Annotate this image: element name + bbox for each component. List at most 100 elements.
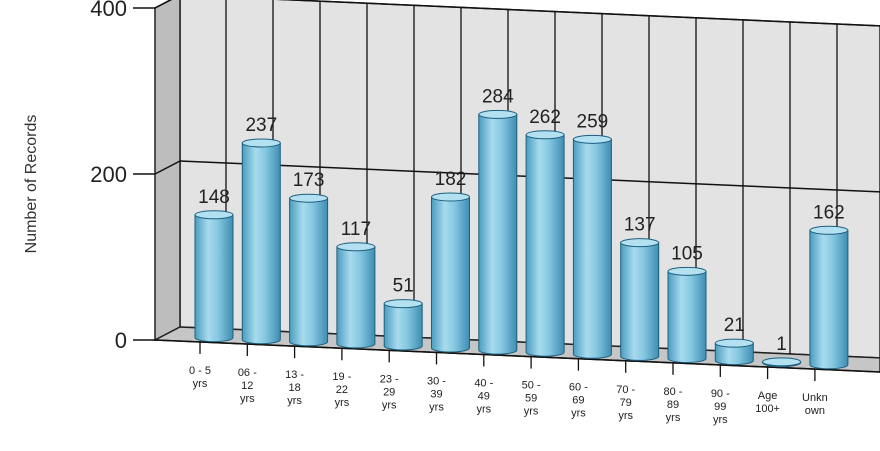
bar-6: [479, 110, 517, 354]
bar-top: [337, 243, 375, 251]
bar-body: [432, 197, 470, 352]
x-tick-label-line: 89: [667, 399, 679, 411]
data-label: 284: [482, 86, 514, 107]
bar-top: [290, 194, 328, 202]
side-wall: [155, 0, 180, 340]
x-tick-label: 30 -39 yrs: [427, 375, 446, 413]
bar-body: [195, 215, 233, 342]
bar-body: [337, 247, 375, 348]
bar-top: [242, 139, 280, 147]
x-tick-label-line: yrs: [618, 410, 633, 422]
bar-top: [715, 339, 753, 347]
x-tick-label-line: yrs: [476, 404, 491, 416]
data-label: 262: [529, 107, 561, 128]
x-tick-label-line: Age: [758, 390, 778, 402]
x-tick-label: 80 -89 yrs: [664, 386, 683, 424]
bar-4: [384, 300, 422, 350]
x-tick-label-line: 12: [241, 380, 253, 392]
bar-body: [384, 304, 422, 350]
bar-9: [621, 239, 659, 361]
x-tick-label: 13 -18 yrs: [285, 369, 304, 407]
bar-13: [810, 226, 848, 368]
bar-top: [573, 135, 611, 143]
bar-0: [195, 211, 233, 342]
x-tick-label: Age 100+: [755, 390, 780, 415]
data-label: 173: [293, 170, 325, 191]
bar-body: [621, 243, 659, 361]
x-tick-label-line: yrs: [666, 412, 681, 424]
x-tick-label-line: 49: [478, 391, 490, 403]
x-tick-label-line: 70 -: [616, 384, 635, 396]
bar-top: [668, 267, 706, 275]
bar-12: [763, 358, 801, 367]
bar-top: [526, 131, 564, 139]
x-tick-label: 60 -69 yrs: [569, 382, 588, 420]
bar-3: [337, 243, 375, 348]
x-tick-label-line: 19 -: [332, 371, 351, 383]
bar-body: [810, 230, 848, 368]
x-tick-label-line: 23 -: [380, 373, 399, 385]
x-tick-label-line: 90 -: [711, 388, 730, 400]
data-label: 1: [776, 334, 787, 355]
bar-1: [242, 139, 280, 344]
x-tick-label-line: 06 -: [238, 367, 257, 379]
x-tick-label: 40 -49 yrs: [474, 378, 493, 416]
bar-top: [810, 226, 848, 234]
bar-top: [763, 358, 801, 366]
x-tick-label-line: 99: [714, 401, 726, 413]
x-tick-label: 0 - 5 yrs: [189, 365, 211, 390]
x-tick-label-line: yrs: [524, 406, 539, 418]
bar-body: [242, 143, 280, 344]
x-tick-label: 06 -12 yrs: [238, 367, 257, 405]
data-label: 137: [624, 215, 656, 236]
x-tick-label: Unkn own: [802, 392, 828, 417]
bar-11: [715, 339, 753, 364]
data-label: 51: [393, 276, 414, 297]
bar-body: [526, 135, 564, 356]
x-tick-label-line: 100+: [755, 403, 780, 415]
bar-top: [479, 110, 517, 118]
y-axis-title: Number of Records: [23, 84, 41, 284]
x-tick-label-line: Unkn: [802, 392, 828, 404]
bar-body: [290, 198, 328, 346]
x-tick-label-line: 80 -: [664, 386, 683, 398]
x-tick-label-line: 30 -: [427, 375, 446, 387]
x-tick-label-line: 59: [525, 393, 537, 405]
bar-body: [479, 114, 517, 354]
data-label: 148: [198, 187, 230, 208]
x-tick-label: 23 -29 yrs: [380, 373, 399, 411]
x-tick-label-line: 18: [288, 382, 300, 394]
bar-top: [384, 300, 422, 308]
x-tick-label-line: yrs: [287, 395, 302, 407]
y-tick-label: 0: [115, 328, 127, 353]
data-label: 117: [341, 219, 371, 240]
bar-7: [526, 131, 564, 356]
bar-2: [290, 194, 328, 346]
y-tick-label: 200: [90, 162, 127, 187]
bar-8: [573, 135, 611, 358]
x-tick-label: 50 -59 yrs: [522, 380, 541, 418]
bar-top: [432, 193, 470, 201]
data-label: 182: [435, 169, 467, 190]
x-tick-label-line: yrs: [429, 401, 444, 413]
data-label: 21: [724, 315, 745, 336]
x-tick-label: 90 -99 yrs: [711, 388, 730, 426]
x-tick-label-line: 0 - 5: [189, 365, 211, 377]
bar-body: [573, 139, 611, 358]
x-tick-label-line: yrs: [335, 397, 350, 409]
data-label: 237: [245, 115, 277, 136]
data-label: 259: [577, 111, 609, 132]
x-tick-label-line: yrs: [713, 414, 728, 426]
x-tick-label-line: 69: [572, 395, 584, 407]
bar-body: [668, 271, 706, 362]
x-tick-label-line: 50 -: [522, 380, 541, 392]
x-tick-label-line: 29: [383, 386, 395, 398]
x-tick-label: 19 -22 yrs: [332, 371, 351, 409]
data-label: 105: [671, 243, 703, 264]
x-tick-label-line: own: [805, 405, 825, 417]
y-tick-label: 400: [90, 0, 127, 21]
x-tick-label-line: yrs: [193, 378, 208, 390]
x-tick-label-line: 39: [430, 388, 442, 400]
x-tick-label-line: 22: [336, 384, 348, 396]
